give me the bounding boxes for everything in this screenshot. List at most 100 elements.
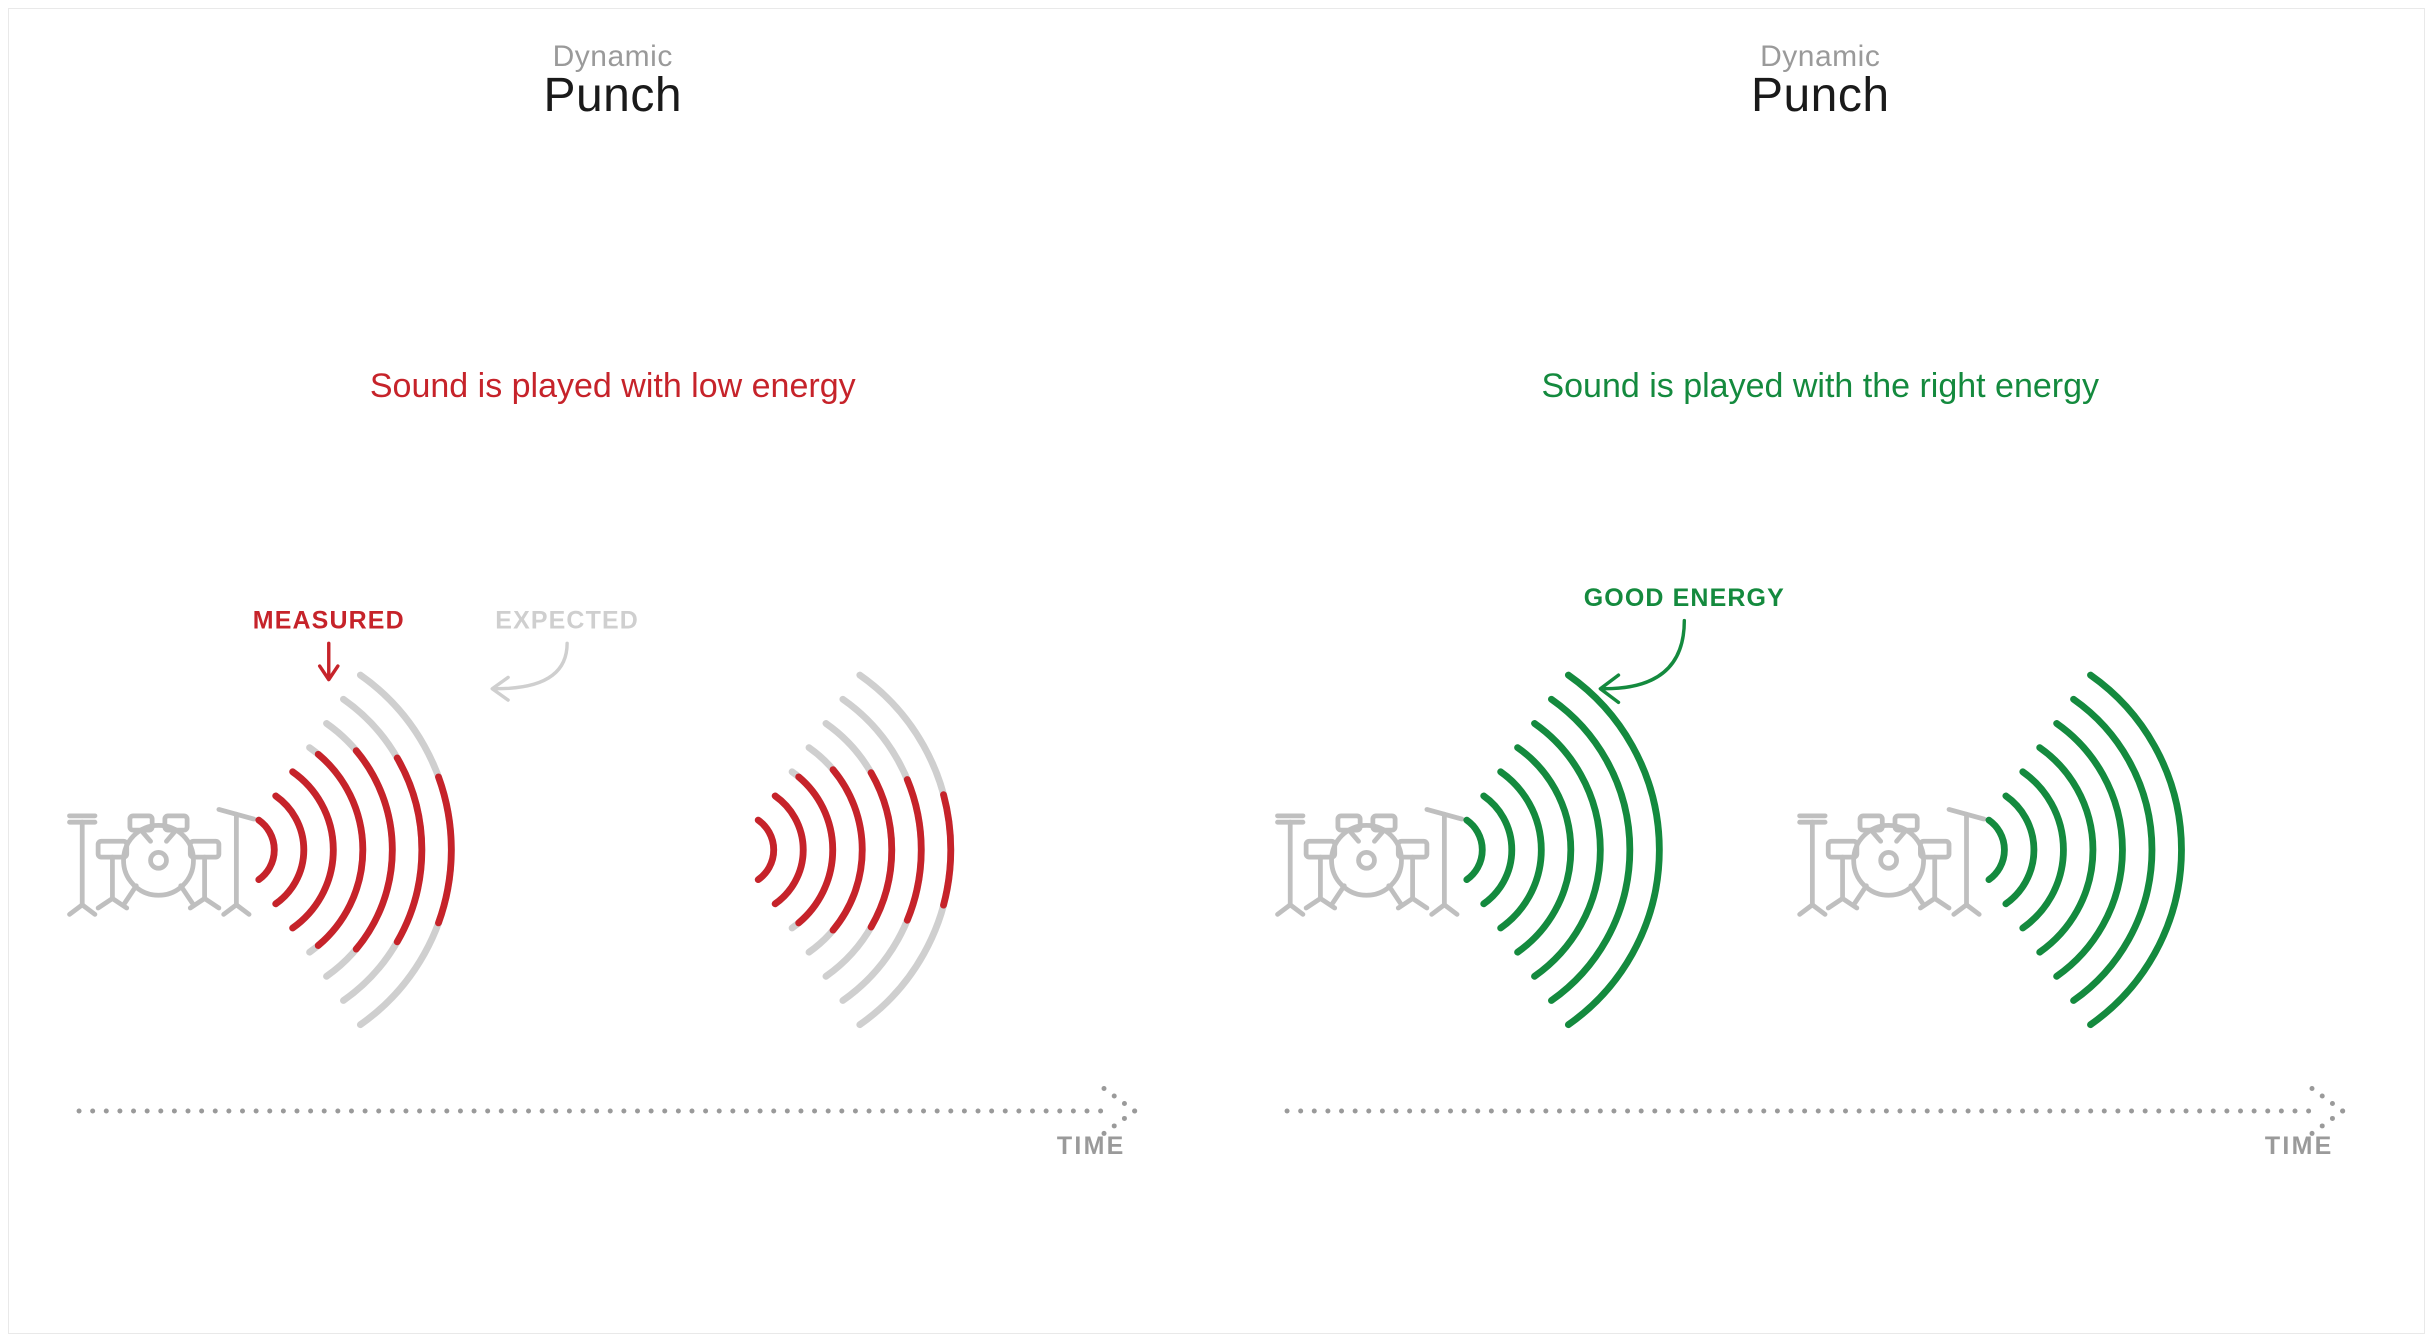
timeline-dot: [376, 1108, 381, 1113]
timeline-dot: [1897, 1108, 1902, 1113]
timeline-dot: [2061, 1108, 2066, 1113]
timeline-dot: [131, 1108, 136, 1113]
timeline-dot: [322, 1108, 327, 1113]
timeline-dot: [1489, 1108, 1494, 1113]
timeline-dot: [1098, 1108, 1103, 1113]
diagram-right: GOOD ENERGYTIME: [1253, 446, 2388, 1254]
arrow-down-icon: [320, 643, 338, 679]
sound-wave-arc: [907, 780, 921, 921]
title-small-right: Dynamic: [1217, 42, 2425, 72]
timeline-dot: [349, 1108, 354, 1113]
timeline-dot: [417, 1108, 422, 1113]
timeline-dot: [390, 1108, 395, 1113]
title-block-right: Dynamic Punch: [1217, 42, 2425, 120]
timeline-dot: [771, 1108, 776, 1113]
timeline-dot: [213, 1108, 218, 1113]
timeline-dot: [1529, 1108, 1534, 1113]
timeline-dot: [1598, 1108, 1603, 1113]
timeline-dot: [254, 1108, 259, 1113]
subtitle-right: Sound is played with the right energy: [1217, 367, 2425, 406]
timeline-dot: [1720, 1108, 1725, 1113]
timeline-dot: [104, 1108, 109, 1113]
sound-wave-arc: [318, 754, 363, 945]
timeline-dot: [1448, 1108, 1453, 1113]
timeline-dot: [1557, 1108, 1562, 1113]
drum-kit-icon: [70, 809, 254, 914]
timeline-dot: [2306, 1108, 2311, 1113]
timeline-dot: [1775, 1108, 1780, 1113]
drum-kit-icon: [1799, 809, 1983, 914]
timeline-dot: [594, 1108, 599, 1113]
timeline-dot: [1044, 1108, 1049, 1113]
sound-wave-arc: [871, 773, 892, 927]
timeline-dot: [676, 1108, 681, 1113]
timeline-dot: [2088, 1108, 2093, 1113]
sound-wave-arc: [1467, 820, 1482, 880]
timeline-dot: [840, 1108, 845, 1113]
timeline-dot: [458, 1108, 463, 1113]
timeline-dot: [2183, 1108, 2188, 1113]
sound-wave-arc: [2006, 796, 2034, 904]
timeline-dot: [2210, 1108, 2215, 1113]
timeline-dot: [2170, 1108, 2175, 1113]
timeline-dot: [472, 1108, 477, 1113]
timeline-dot: [1543, 1108, 1548, 1113]
timeline-dot: [1030, 1108, 1035, 1113]
timeline-dot: [2033, 1108, 2038, 1113]
timeline-dot: [1924, 1108, 1929, 1113]
timeline-dot: [499, 1108, 504, 1113]
timeline-dot: [1017, 1108, 1022, 1113]
timeline-dot: [485, 1108, 490, 1113]
timeline-dot: [1679, 1108, 1684, 1113]
timeline-dot: [826, 1108, 831, 1113]
timeline-dot: [1352, 1108, 1357, 1113]
timeline-dot: [2156, 1108, 2161, 1113]
timeline-dot: [1952, 1108, 1957, 1113]
timeline-dot: [2129, 1108, 2134, 1113]
timeline-dot: [690, 1108, 695, 1113]
timeline-dot: [431, 1108, 436, 1113]
timeline-dot: [1611, 1108, 1616, 1113]
sound-wave-arc: [1500, 772, 1541, 928]
timeline-dot: [513, 1108, 518, 1113]
timeline-dot: [758, 1108, 763, 1113]
timeline-dot: [717, 1108, 722, 1113]
timeline-dot: [1516, 1108, 1521, 1113]
timeline-dot: [540, 1108, 545, 1113]
timeline-dot: [1071, 1108, 1076, 1113]
sound-wave-arc: [1483, 796, 1511, 904]
sound-wave-arc: [259, 820, 274, 880]
annot-good-energy: GOOD ENERGY: [1583, 584, 1784, 612]
arrow-curve-icon: [497, 643, 567, 688]
timeline-dot: [1502, 1108, 1507, 1113]
timeline-dot: [1802, 1108, 1807, 1113]
timeline-dot: [404, 1108, 409, 1113]
timeline-dot: [935, 1108, 940, 1113]
timeline-dot: [1856, 1108, 1861, 1113]
timeline-dot: [1284, 1108, 1289, 1113]
timeline-dot: [908, 1108, 913, 1113]
timeline-dot: [267, 1108, 272, 1113]
timeline-dot: [363, 1108, 368, 1113]
timeline-dot: [1979, 1108, 1984, 1113]
timeline-dot: [90, 1108, 95, 1113]
timeline-dot: [2265, 1108, 2270, 1113]
timeline-dot: [989, 1108, 994, 1113]
timeline-dot: [77, 1108, 82, 1113]
timeline-dot: [2238, 1108, 2243, 1113]
timeline-dot: [1965, 1108, 1970, 1113]
timeline-dot: [1815, 1108, 1820, 1113]
annot-expected: EXPECTED: [496, 607, 640, 635]
timeline-dot: [1666, 1108, 1671, 1113]
timeline-dot: [785, 1108, 790, 1113]
comparison-frame: Dynamic Punch Sound is played with low e…: [8, 8, 2425, 1334]
timeline-dot: [1339, 1108, 1344, 1113]
timeline-dot: [1625, 1108, 1630, 1113]
sound-wave-arc: [775, 796, 803, 904]
timeline-dot: [445, 1108, 450, 1113]
timeline-dot: [608, 1108, 613, 1113]
diagram-svg-right: GOOD ENERGYTIME: [1253, 446, 2388, 1254]
timeline-dot: [1693, 1108, 1698, 1113]
timeline-dot: [1747, 1108, 1752, 1113]
timeline-dot: [1884, 1108, 1889, 1113]
